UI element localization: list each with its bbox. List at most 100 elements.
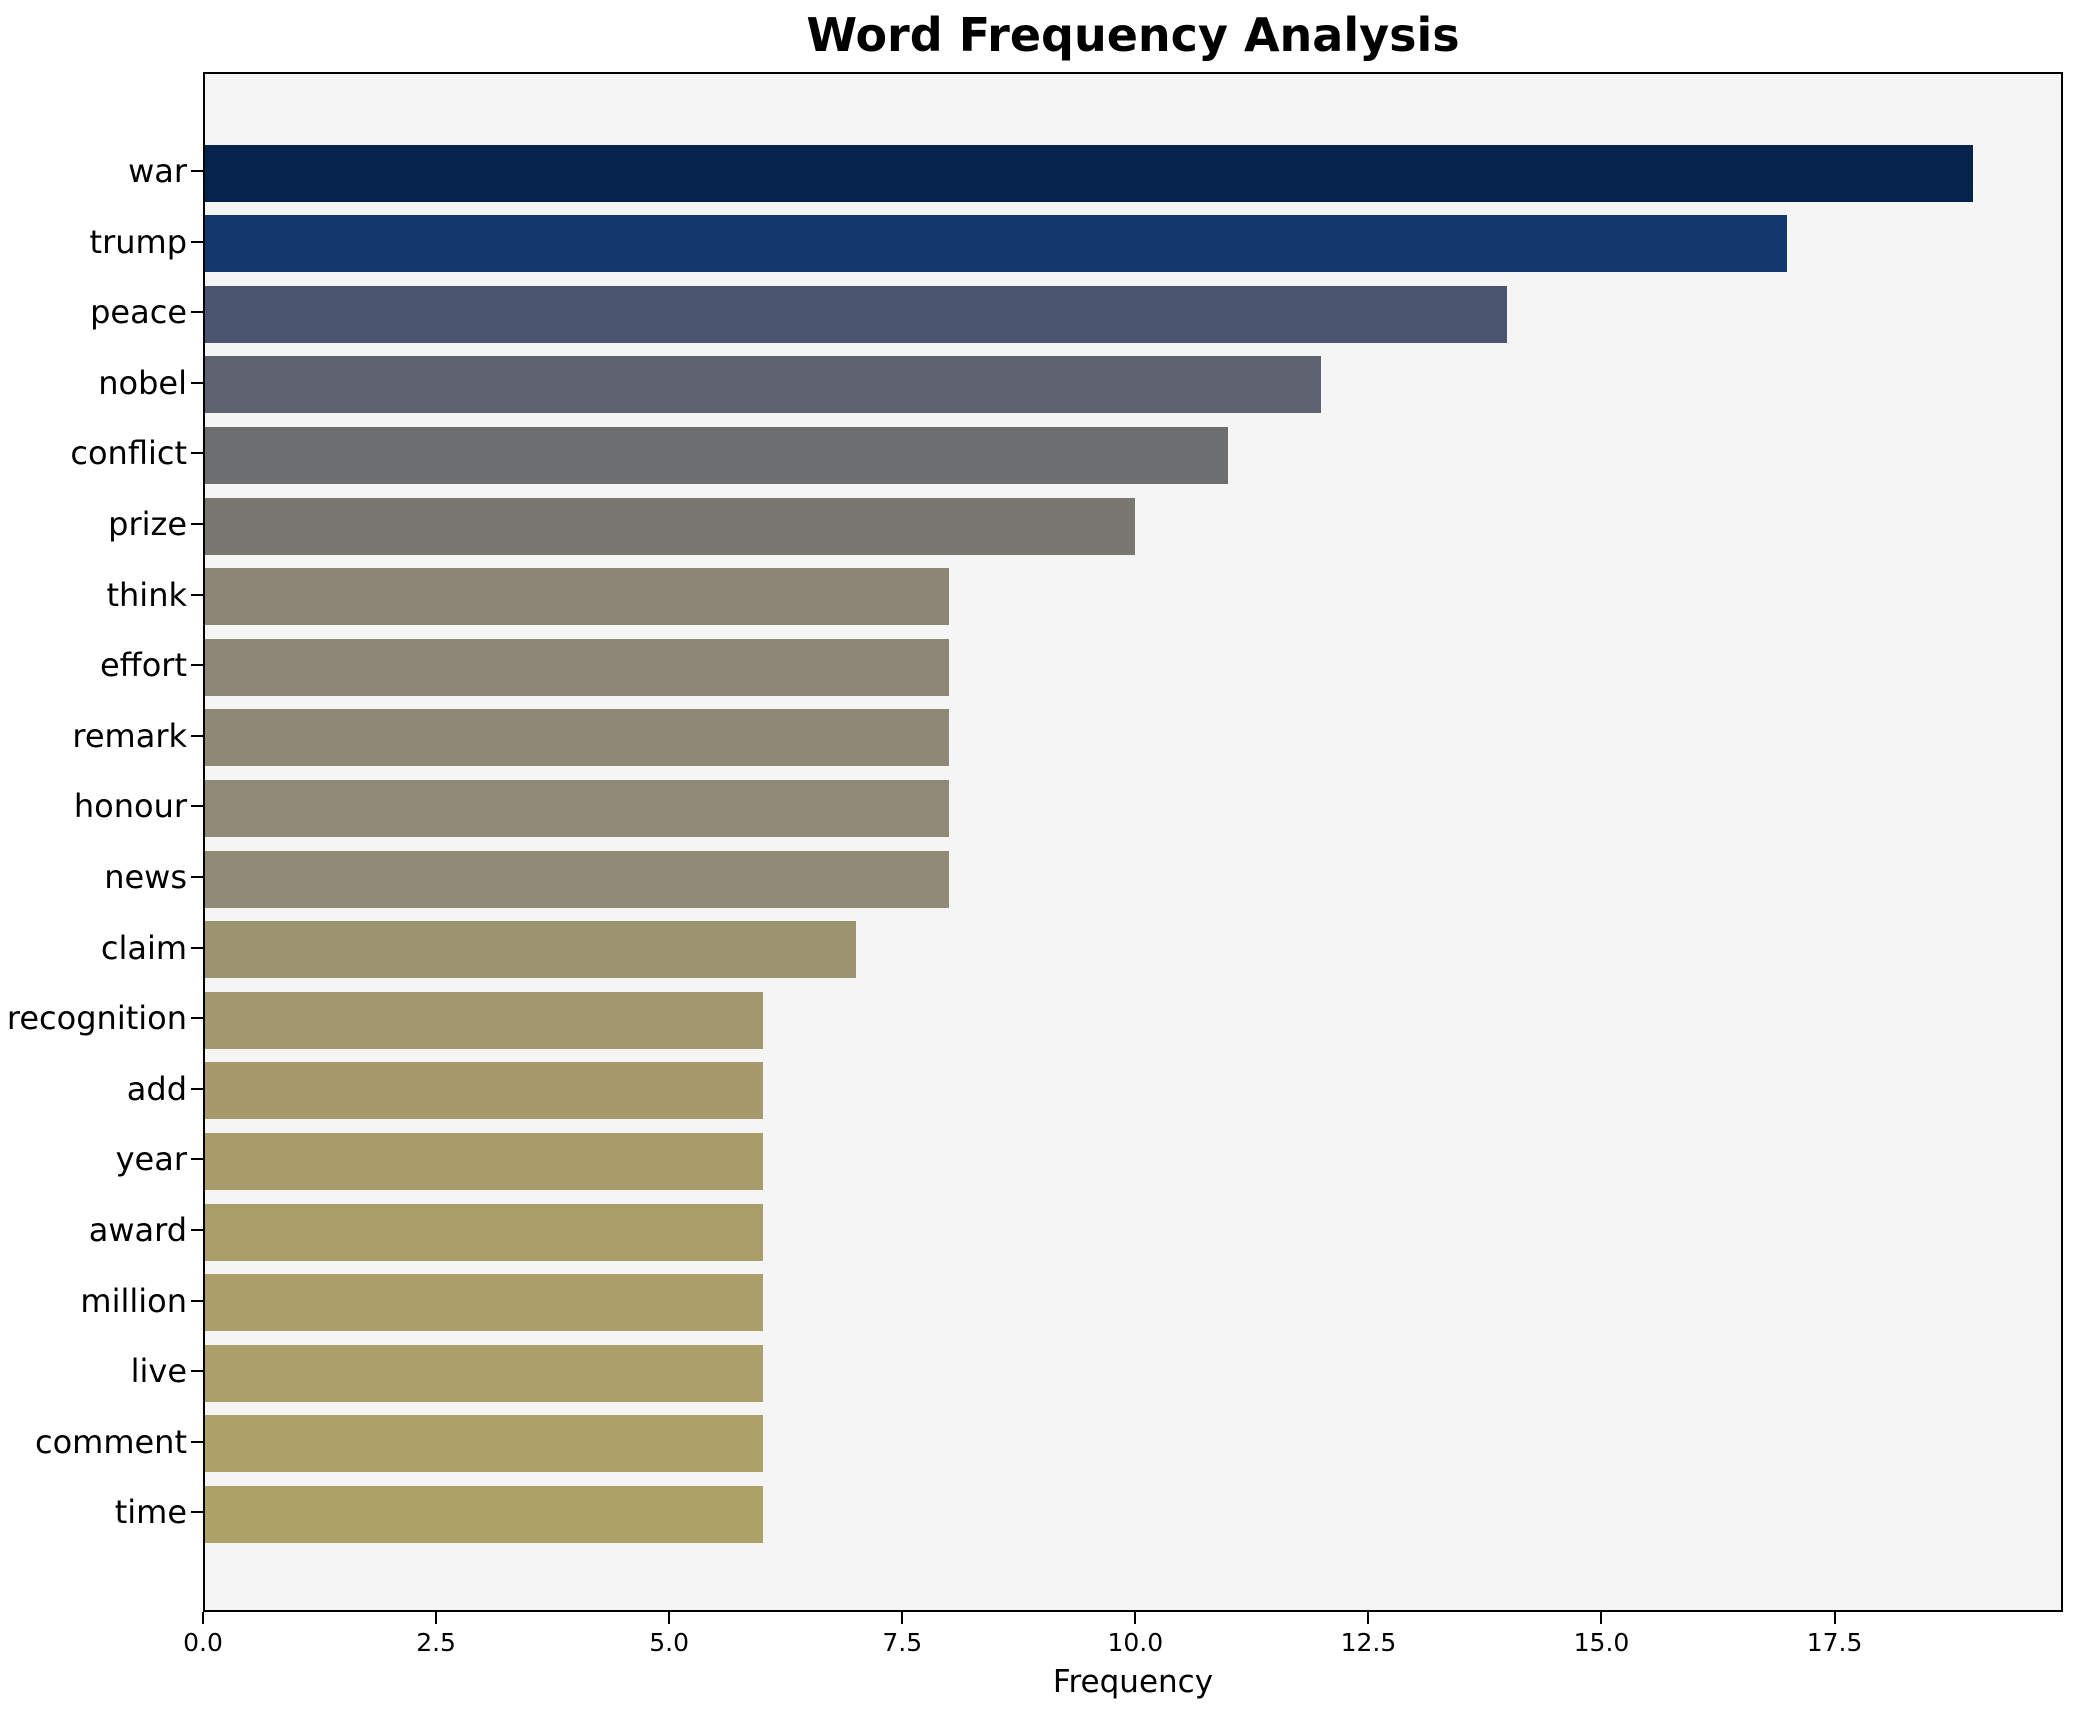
x-tick-label: 7.5 xyxy=(882,1628,923,1657)
x-tick-label: 17.5 xyxy=(1806,1628,1863,1657)
bar xyxy=(205,285,1508,343)
bar xyxy=(205,709,950,767)
bar-row xyxy=(205,1344,2061,1402)
y-tick-label: million xyxy=(80,1281,187,1320)
bar-row xyxy=(205,215,2061,273)
x-tick-label: 0.0 xyxy=(183,1628,223,1657)
y-tick-label: think xyxy=(106,575,187,614)
bar-row xyxy=(205,1203,2061,1261)
y-tick-mark xyxy=(191,734,203,737)
bar-row xyxy=(205,1062,2061,1120)
bar xyxy=(205,1485,764,1543)
bar-row xyxy=(205,638,2061,696)
y-tick-label: nobel xyxy=(98,363,187,402)
y-tick-label: prize xyxy=(108,505,187,543)
y-tick-label: remark xyxy=(72,716,187,755)
bar-row xyxy=(205,1132,2061,1190)
y-tick-label: live xyxy=(130,1352,187,1391)
x-tick-mark xyxy=(202,1612,204,1624)
y-tick-label: trump xyxy=(89,222,187,261)
bar xyxy=(205,850,950,908)
y-tick-label: war xyxy=(128,152,187,190)
y-tick-label: effort xyxy=(99,646,187,685)
chart-title: Word Frequency Analysis xyxy=(806,8,1460,62)
bar xyxy=(205,426,1229,484)
y-tick-label: peace xyxy=(90,293,187,332)
x-tick-mark xyxy=(1600,1612,1603,1624)
bar-row xyxy=(205,568,2061,626)
x-tick-mark xyxy=(1134,1612,1137,1624)
bar-row xyxy=(205,709,2061,767)
x-tick-label: 15.0 xyxy=(1573,1628,1630,1657)
y-tick-label: year xyxy=(115,1140,187,1179)
x-tick-label: 5.0 xyxy=(649,1628,690,1657)
y-tick-mark xyxy=(191,1511,203,1514)
y-tick-mark xyxy=(191,1370,203,1373)
y-tick-label: comment xyxy=(34,1422,187,1461)
y-tick-mark xyxy=(191,593,203,596)
y-tick-mark xyxy=(191,1299,203,1302)
bar-row xyxy=(205,850,2061,908)
x-tick-mark xyxy=(1367,1612,1370,1624)
y-tick-label: claim xyxy=(100,928,187,967)
bar-row xyxy=(205,285,2061,343)
bar xyxy=(205,779,950,837)
bar xyxy=(205,144,1973,202)
y-tick-mark xyxy=(191,876,203,878)
bar-row xyxy=(205,426,2061,484)
bar xyxy=(205,356,1322,414)
y-tick-label: conflict xyxy=(70,434,187,473)
bar xyxy=(205,1132,764,1190)
y-tick-mark xyxy=(191,664,203,667)
x-tick-mark xyxy=(1833,1612,1836,1624)
y-tick-mark xyxy=(191,523,203,525)
bar xyxy=(205,568,950,626)
y-tick-label: honour xyxy=(73,787,187,826)
bar xyxy=(205,1415,764,1473)
y-tick-mark xyxy=(191,381,203,384)
y-tick-mark xyxy=(191,1087,203,1090)
bar-row xyxy=(205,1415,2061,1473)
y-tick-mark xyxy=(191,311,203,314)
y-tick-mark xyxy=(191,1158,203,1161)
y-tick-mark xyxy=(191,805,203,808)
x-tick-mark xyxy=(435,1612,438,1624)
bar-row xyxy=(205,1274,2061,1332)
y-tick-mark xyxy=(191,946,203,949)
y-tick-mark xyxy=(191,1229,203,1231)
bar xyxy=(205,991,764,1049)
x-tick-mark xyxy=(668,1612,671,1624)
plot-area xyxy=(203,72,2063,1612)
y-tick-mark xyxy=(191,452,203,455)
bar xyxy=(205,1062,764,1120)
bar xyxy=(205,497,1136,555)
x-axis-label: Frequency xyxy=(1052,1664,1214,1700)
bar xyxy=(205,1274,764,1332)
x-tick-mark xyxy=(901,1612,904,1624)
y-tick-label: time xyxy=(114,1493,187,1532)
bar xyxy=(205,1203,764,1261)
y-tick-mark xyxy=(191,240,203,243)
bar-row xyxy=(205,779,2061,837)
bar-row xyxy=(205,991,2061,1049)
bar-row xyxy=(205,497,2061,555)
y-tick-label: news xyxy=(104,858,187,896)
y-tick-mark xyxy=(191,170,203,172)
y-tick-label: recognition xyxy=(6,999,187,1038)
x-tick-label: 2.5 xyxy=(416,1628,456,1657)
bar-row xyxy=(205,1485,2061,1543)
bar xyxy=(205,215,1787,273)
bar xyxy=(205,638,950,696)
bar xyxy=(205,921,857,979)
y-tick-label: add xyxy=(126,1069,187,1108)
x-tick-label: 12.5 xyxy=(1340,1628,1397,1657)
y-tick-mark xyxy=(191,1440,203,1443)
bar-row xyxy=(205,921,2061,979)
y-tick-label: award xyxy=(88,1211,187,1249)
y-tick-mark xyxy=(191,1017,203,1020)
x-tick-label: 10.0 xyxy=(1107,1628,1164,1657)
bar xyxy=(205,1344,764,1402)
bar-row xyxy=(205,356,2061,414)
bar-row xyxy=(205,144,2061,202)
